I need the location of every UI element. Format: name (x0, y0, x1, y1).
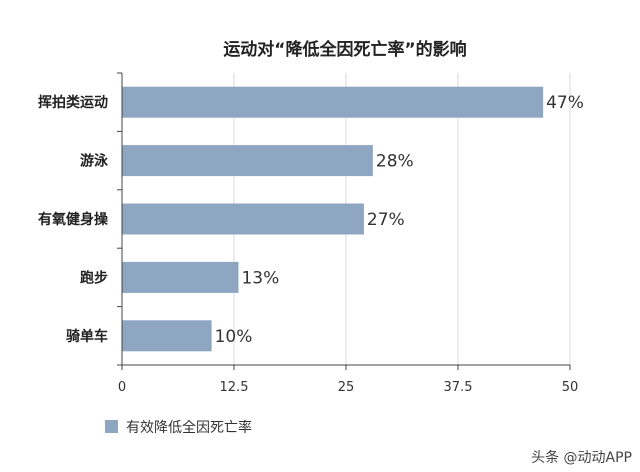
bar (122, 261, 239, 293)
data-label: 28% (376, 152, 414, 172)
legend-label: 有效降低全因死亡率 (126, 419, 252, 436)
category-label: 骑单车 (66, 328, 108, 345)
bar (122, 145, 373, 177)
data-label: 47% (546, 93, 584, 113)
x-tick-label: 50 (562, 380, 579, 395)
legend: 有效降低全因死亡率 (105, 419, 252, 436)
data-label: 10% (215, 327, 253, 347)
x-tick-label: 12.5 (220, 380, 249, 395)
data-label: 13% (241, 268, 279, 288)
bar (122, 203, 364, 235)
bars-group: 47% 28% 27% 13% 10% (122, 86, 584, 352)
x-tick-label: 0 (118, 380, 126, 395)
x-tick-label: 37.5 (444, 380, 473, 395)
chart-title: 运动对“降低全因死亡率”的影响 (223, 39, 466, 60)
data-label: 27% (367, 210, 405, 230)
watermark: 头条 @动动APP (531, 449, 632, 466)
legend-swatch (105, 420, 118, 433)
category-label: 有氧健身操 (38, 211, 109, 228)
bar (122, 320, 212, 352)
category-label: 跑步 (80, 269, 108, 286)
x-tick-label: 25 (338, 380, 355, 395)
category-label: 游泳 (80, 153, 109, 170)
bar (122, 86, 544, 118)
category-label: 挥拍类运动 (38, 94, 108, 111)
